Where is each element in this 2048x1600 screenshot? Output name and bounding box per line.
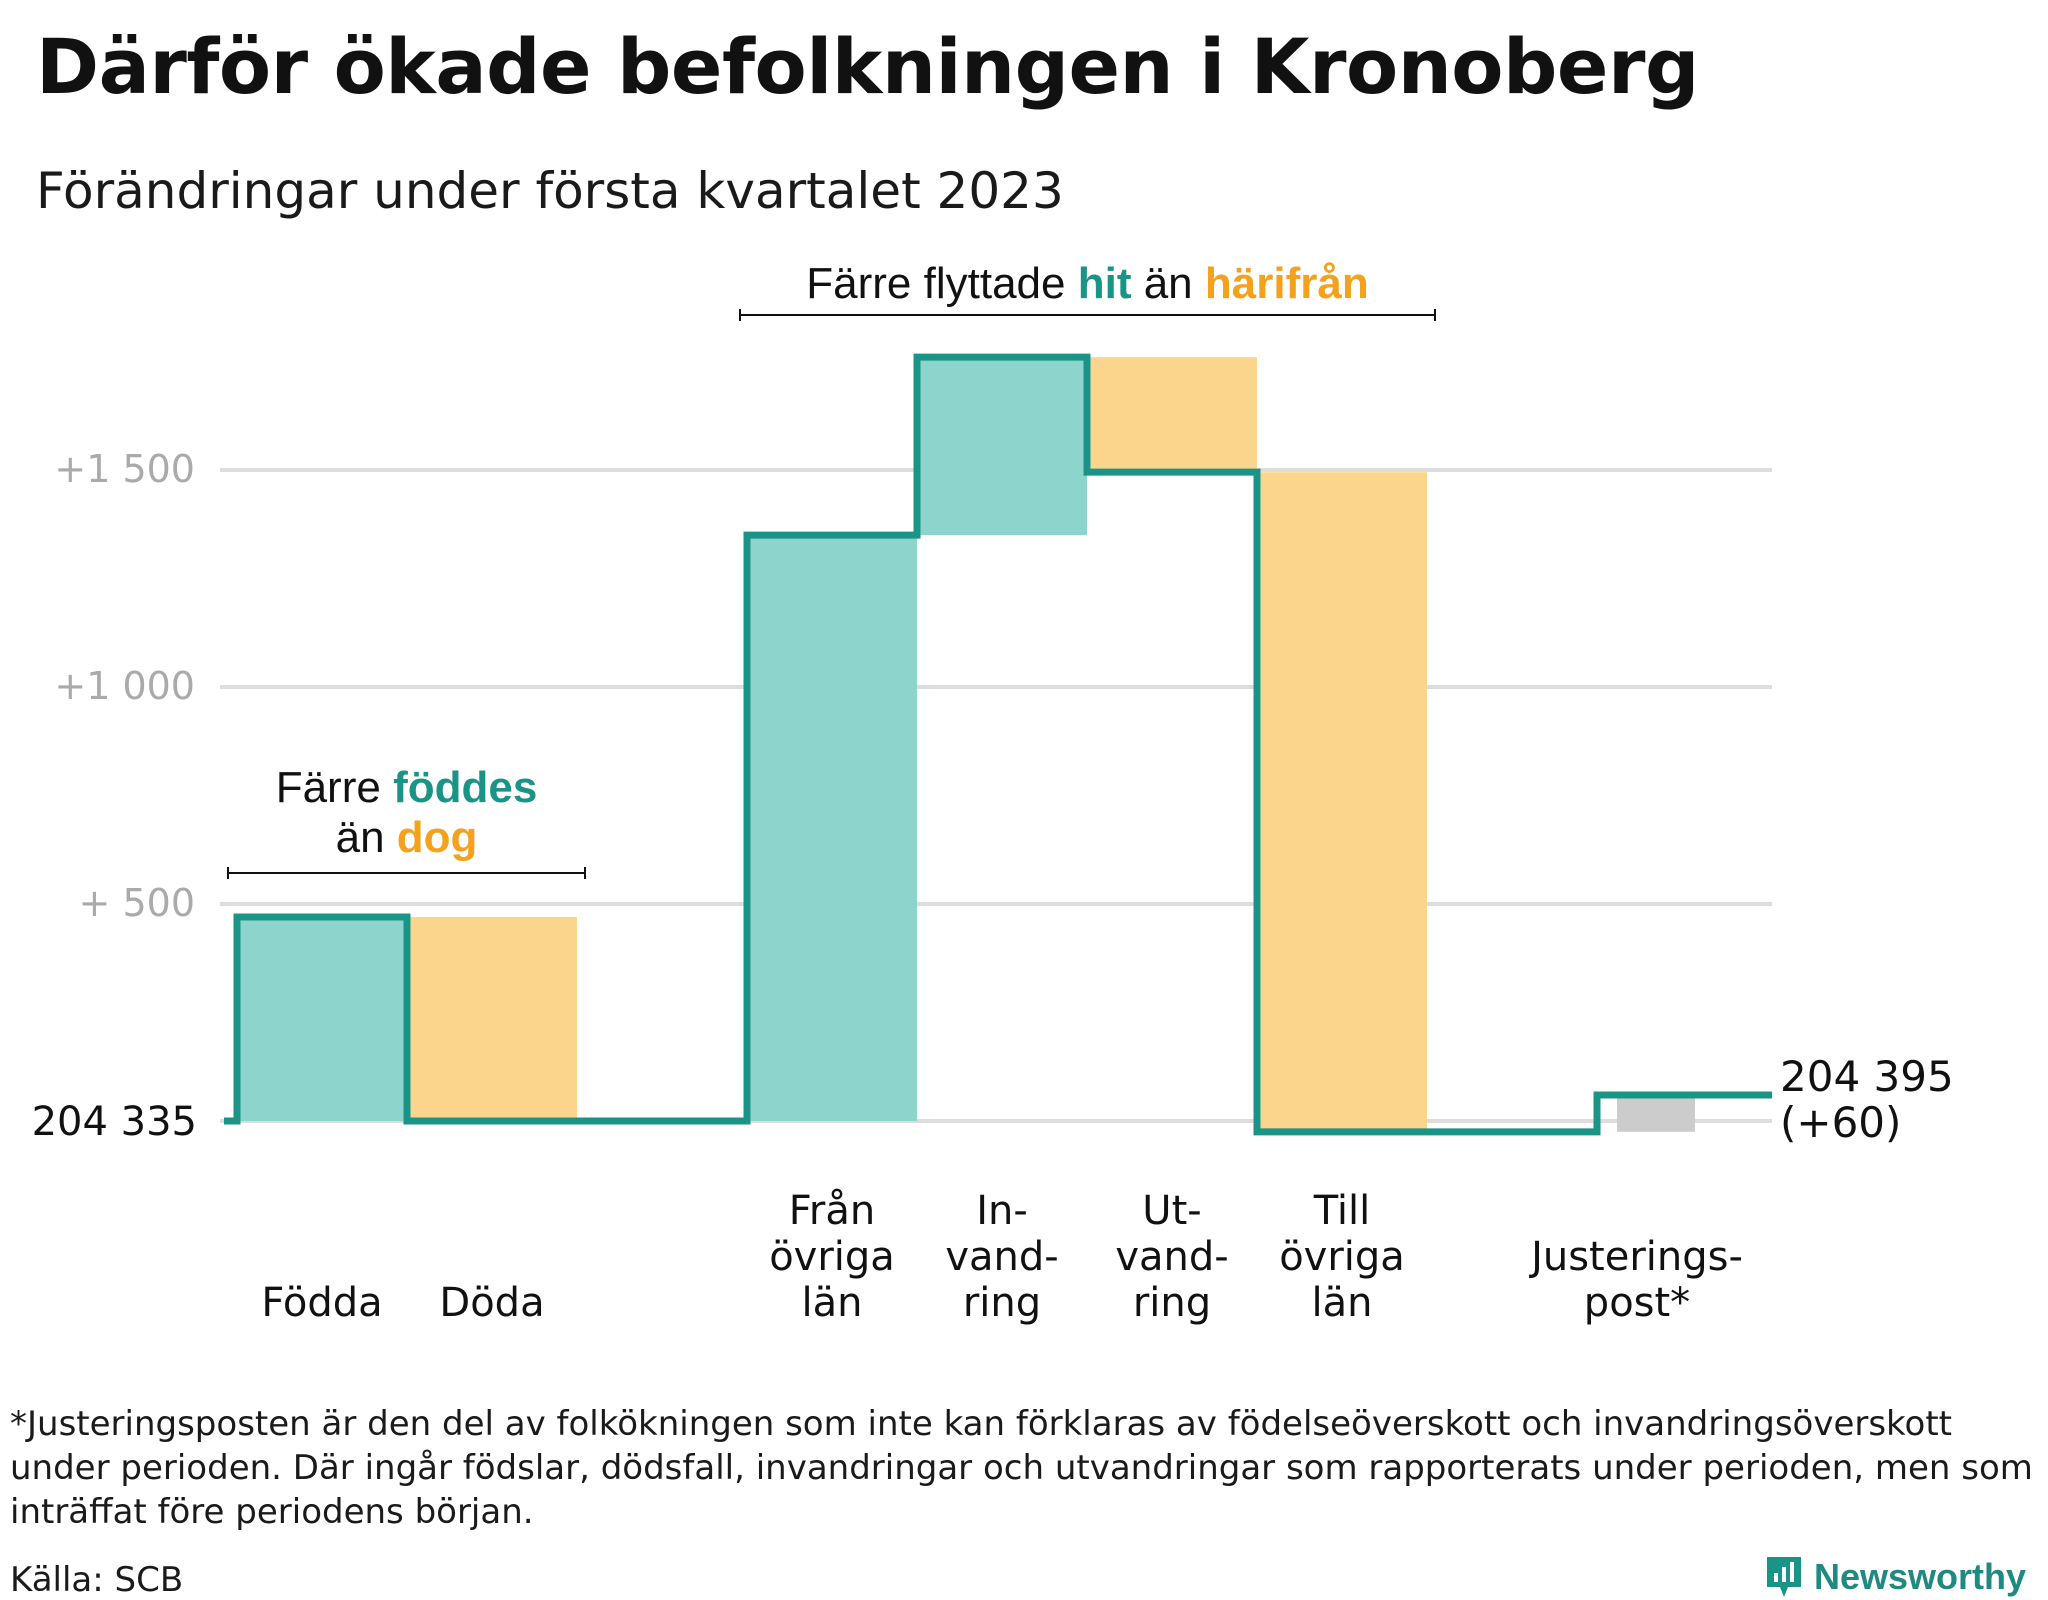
bar-increase bbox=[237, 917, 407, 1121]
chart-subtitle: Förändringar under första kvartalet 2023 bbox=[36, 162, 1064, 220]
category-label: Från bbox=[789, 1188, 875, 1234]
category-label: övriga bbox=[769, 1234, 895, 1280]
category-label: ring bbox=[1133, 1280, 1211, 1326]
category-label: vand- bbox=[1115, 1234, 1228, 1280]
y-tick-label: +1 500 bbox=[54, 447, 195, 491]
category-label: övriga bbox=[1279, 1234, 1405, 1280]
y-tick-label: +1 000 bbox=[54, 664, 195, 708]
annotation-segment: hit bbox=[1078, 259, 1132, 308]
annotation-segment: Färre flyttade bbox=[806, 259, 1077, 308]
cumulative-step-line bbox=[224, 353, 1772, 1136]
annotation-text: än dog bbox=[336, 813, 478, 862]
annotation-segment: än bbox=[1131, 259, 1204, 308]
category-label: vand- bbox=[945, 1234, 1058, 1280]
annotation-segment: än bbox=[336, 813, 397, 862]
bar-decrease bbox=[1257, 472, 1427, 1132]
category-label: ring bbox=[963, 1280, 1041, 1326]
annotation-segment: härifrån bbox=[1205, 259, 1369, 308]
chart-title: Därför ökade befolkningen i Kronoberg bbox=[36, 22, 1699, 111]
bar-layer bbox=[237, 357, 1695, 1132]
annotation-text: Färre flyttade hit än härifrån bbox=[806, 259, 1368, 308]
brand-logo: Newsworthy bbox=[1764, 1554, 2026, 1600]
baseline-value-label: 204 335 bbox=[32, 1099, 197, 1145]
category-label: Justerings- bbox=[1528, 1234, 1743, 1280]
category-label: Döda bbox=[439, 1280, 544, 1326]
category-label: län bbox=[802, 1280, 863, 1326]
bar-decrease bbox=[407, 917, 577, 1121]
line-layer bbox=[224, 353, 1772, 1136]
annotation-segment: föddes bbox=[393, 763, 537, 812]
bar-adjustment bbox=[1617, 1094, 1695, 1132]
category-label: Ut- bbox=[1142, 1188, 1201, 1234]
category-label: post* bbox=[1584, 1280, 1690, 1326]
source-note: Källa: SCB bbox=[10, 1560, 184, 1600]
category-label: Till bbox=[1313, 1188, 1371, 1234]
annotation-text: Färre föddes bbox=[276, 763, 538, 812]
category-label: län bbox=[1312, 1280, 1373, 1326]
end-value-label: 204 395 bbox=[1780, 1052, 1954, 1101]
end-change-label: (+60) bbox=[1780, 1098, 1901, 1147]
bar-increase bbox=[917, 357, 1087, 536]
category-label: Födda bbox=[261, 1280, 382, 1326]
brand-name: Newsworthy bbox=[1814, 1556, 2027, 1597]
annotation-segment: dog bbox=[397, 813, 478, 862]
footnote: *Justeringsposten är den del av folkökni… bbox=[10, 1404, 2033, 1532]
y-tick-label: + 500 bbox=[79, 881, 195, 925]
annotation-segment: Färre bbox=[276, 763, 393, 812]
bar-decrease bbox=[1087, 357, 1257, 473]
newsworthy-logo-icon bbox=[1767, 1557, 1801, 1597]
bar-increase bbox=[747, 535, 917, 1121]
category-label: In- bbox=[976, 1188, 1028, 1234]
